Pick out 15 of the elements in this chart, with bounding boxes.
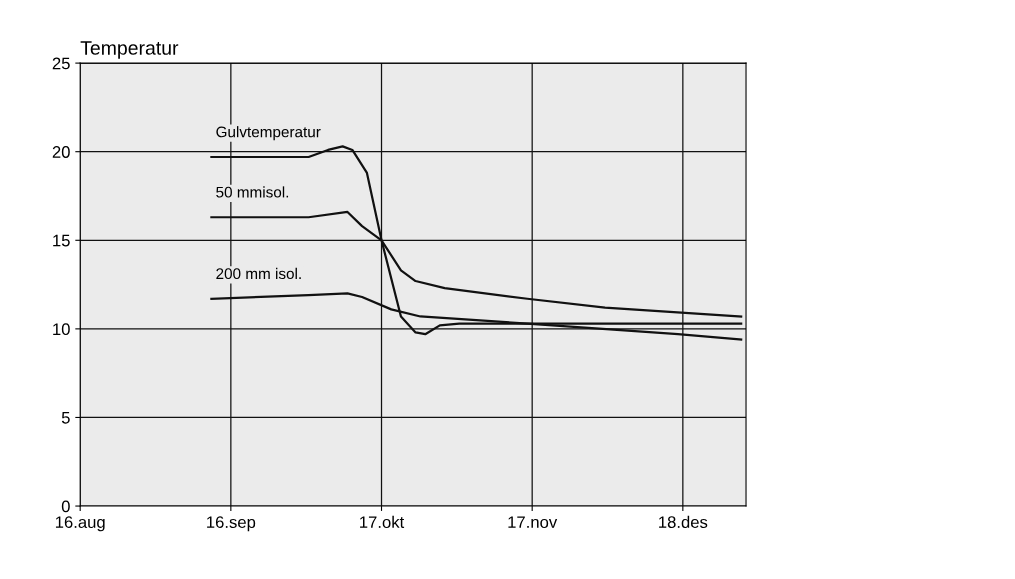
y-tick-label: 15	[53, 234, 70, 247]
y-tick-label: 20	[52, 146, 70, 158]
series-label: 50 mmisol.	[216, 186, 289, 198]
series-label: 200 mm isol.	[216, 267, 301, 280]
y-tick-label: 0	[61, 500, 70, 513]
x-tick-label: 17.nov	[508, 516, 558, 529]
x-tick-label: 16.sep	[207, 516, 256, 532]
y-axis-title: Temperatur	[80, 41, 179, 59]
x-tick-label: 17.okt	[360, 515, 405, 529]
series-label: Gulvtemperatur	[216, 126, 321, 141]
y-tick-label: 5	[61, 412, 70, 424]
x-tick-label: 18.des	[659, 515, 708, 529]
y-tick-label: 10	[53, 323, 70, 336]
y-tick-label: 25	[52, 57, 70, 70]
x-tick-label: 16.aug	[55, 516, 105, 532]
